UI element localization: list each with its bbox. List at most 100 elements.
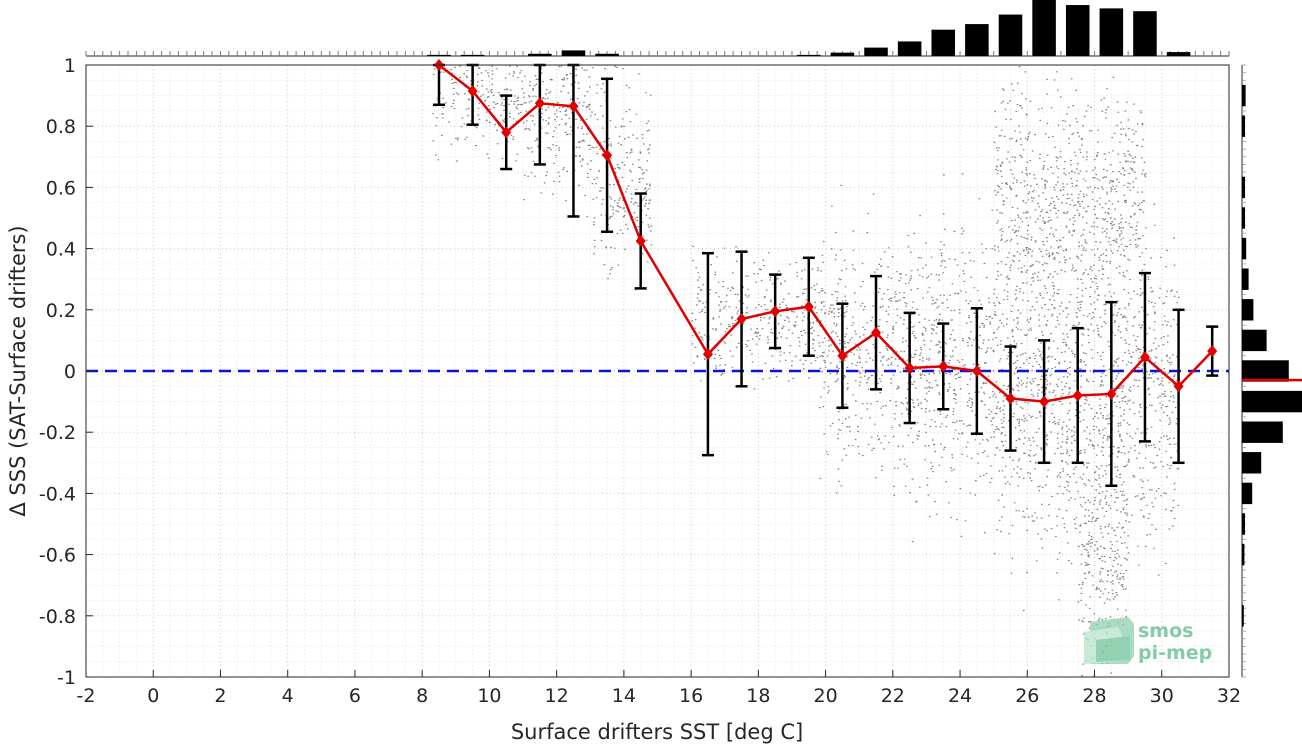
binned-mean-markers <box>433 59 1218 408</box>
right-histogram-bar <box>1242 543 1245 566</box>
mean-point <box>837 349 848 362</box>
y-tick-label: -1 <box>57 667 76 689</box>
right-histogram-bar <box>1242 452 1262 474</box>
mean-point <box>938 360 949 373</box>
top-histogram <box>85 0 1230 57</box>
y-tick-label: 1 <box>64 55 76 77</box>
y-tick-label: 0.4 <box>46 239 76 261</box>
top-histogram-bar <box>797 54 821 56</box>
right-histogram-bar <box>1242 605 1244 627</box>
right-histogram <box>1241 64 1302 678</box>
top-histogram-bar <box>460 54 485 56</box>
smos-pimep-logo: smos pi-mep <box>1084 617 1212 664</box>
scatter-cluster <box>993 151 1181 611</box>
right-histogram-bar <box>1242 299 1254 321</box>
x-axis-ticks: -2 0 2 4 6 8 10 12 14 16 18 20 22 24 26 28 30 32 <box>77 670 1241 707</box>
x-tick-label: 28 <box>1082 685 1106 707</box>
top-histogram-bar <box>528 53 552 56</box>
scatter-cluster <box>1077 359 1130 677</box>
mean-point <box>702 348 713 361</box>
x-tick-label: 18 <box>746 685 770 707</box>
mean-point <box>770 305 781 318</box>
x-tick-label: 10 <box>477 685 501 707</box>
y-tick-label: 0.2 <box>46 300 76 322</box>
right-histogram-bar <box>1242 360 1289 382</box>
top-histogram-bar <box>1166 52 1191 56</box>
top-histogram-bar <box>998 14 1023 56</box>
top-histogram-bar <box>965 24 989 56</box>
y-tick-label: 0.6 <box>46 177 76 199</box>
logo-mark-icon <box>1084 617 1134 664</box>
x-tick-label: 26 <box>1015 685 1039 707</box>
scatter-cluster <box>993 66 1147 359</box>
mean-point <box>568 100 579 113</box>
x-tick-label: 32 <box>1217 685 1241 707</box>
y-tick-label: -0.6 <box>39 545 76 567</box>
mean-point <box>501 126 512 139</box>
right-histogram-bar <box>1242 513 1245 535</box>
mean-point <box>1207 345 1218 358</box>
top-histogram-bar <box>427 54 451 56</box>
mean-point <box>602 149 613 162</box>
right-histogram-bar <box>1242 237 1247 260</box>
x-tick-label: 14 <box>612 685 636 707</box>
logo-text-pimep: pi-mep <box>1138 642 1212 664</box>
x-tick-label: 4 <box>282 685 294 707</box>
x-tick-label: 8 <box>416 685 428 707</box>
x-tick-label: -2 <box>77 685 96 707</box>
top-histogram-bar <box>1099 8 1124 56</box>
top-histogram-bar <box>830 52 855 56</box>
right-histogram-bar <box>1242 268 1249 290</box>
mean-point <box>635 234 646 247</box>
x-tick-label: 0 <box>147 685 159 707</box>
top-histogram-bar <box>1032 0 1056 56</box>
top-histogram-bar <box>931 29 956 56</box>
x-tick-label: 16 <box>679 685 703 707</box>
top-histogram-bar <box>595 53 619 56</box>
right-histogram-bar <box>1242 329 1267 352</box>
x-tick-label: 20 <box>813 685 837 707</box>
mean-point <box>467 85 478 98</box>
x-axis-label: Surface drifters SST [deg C] <box>511 720 803 744</box>
y-tick-label: -0.4 <box>39 483 76 505</box>
scatter-points <box>432 65 1181 677</box>
right-histogram-bar <box>1242 115 1245 137</box>
top-histogram-bar <box>1065 5 1090 56</box>
error-bars <box>432 63 1219 487</box>
main-plot: -2 0 2 4 6 8 10 12 14 16 18 20 22 24 26 28 30 32 -1-0.8-0… <box>39 55 1241 707</box>
right-histogram-bar <box>1242 390 1302 413</box>
y-axis-label: Δ SSS (SAT-Surface drifters) <box>6 225 30 516</box>
x-tick-label: 12 <box>545 685 569 707</box>
mean-point <box>1005 392 1016 405</box>
mean-point <box>1173 380 1184 393</box>
mean-point <box>904 361 915 374</box>
logo-text-smos: smos <box>1138 620 1193 642</box>
y-tick-label: 0 <box>64 361 76 383</box>
x-tick-label: 2 <box>214 685 226 707</box>
top-histogram-bar <box>561 50 586 56</box>
mean-point <box>534 97 545 110</box>
x-tick-label: 22 <box>881 685 905 707</box>
top-histogram-bar <box>1133 11 1157 56</box>
y-tick-label: 0.8 <box>46 116 76 138</box>
mean-point <box>803 300 814 313</box>
right-histogram-bar <box>1242 421 1283 443</box>
mean-point <box>736 312 747 325</box>
x-tick-label: 6 <box>349 685 361 707</box>
top-histogram-bar <box>897 41 922 56</box>
y-axis-ticks: -1 -0.8 -0.6 -0.4 -0.2 0 0.2 0.4 0.6 0.8 1 <box>39 55 93 689</box>
mean-point <box>1039 395 1050 408</box>
right-histogram-bar <box>1242 84 1246 107</box>
x-tick-label: 30 <box>1150 685 1174 707</box>
top-histogram-bar <box>864 47 888 56</box>
y-tick-label: -0.2 <box>39 422 76 444</box>
mean-point <box>971 365 982 377</box>
mean-point <box>1106 387 1117 400</box>
scatter-cluster <box>691 245 821 390</box>
y-tick-label: -0.8 <box>39 606 76 628</box>
x-tick-label: 24 <box>948 685 972 707</box>
mean-point <box>1072 389 1083 402</box>
right-histogram-bar <box>1242 482 1253 505</box>
mean-point <box>871 326 882 339</box>
